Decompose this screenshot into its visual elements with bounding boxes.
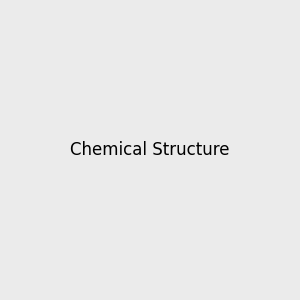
Text: Chemical Structure: Chemical Structure: [70, 141, 230, 159]
